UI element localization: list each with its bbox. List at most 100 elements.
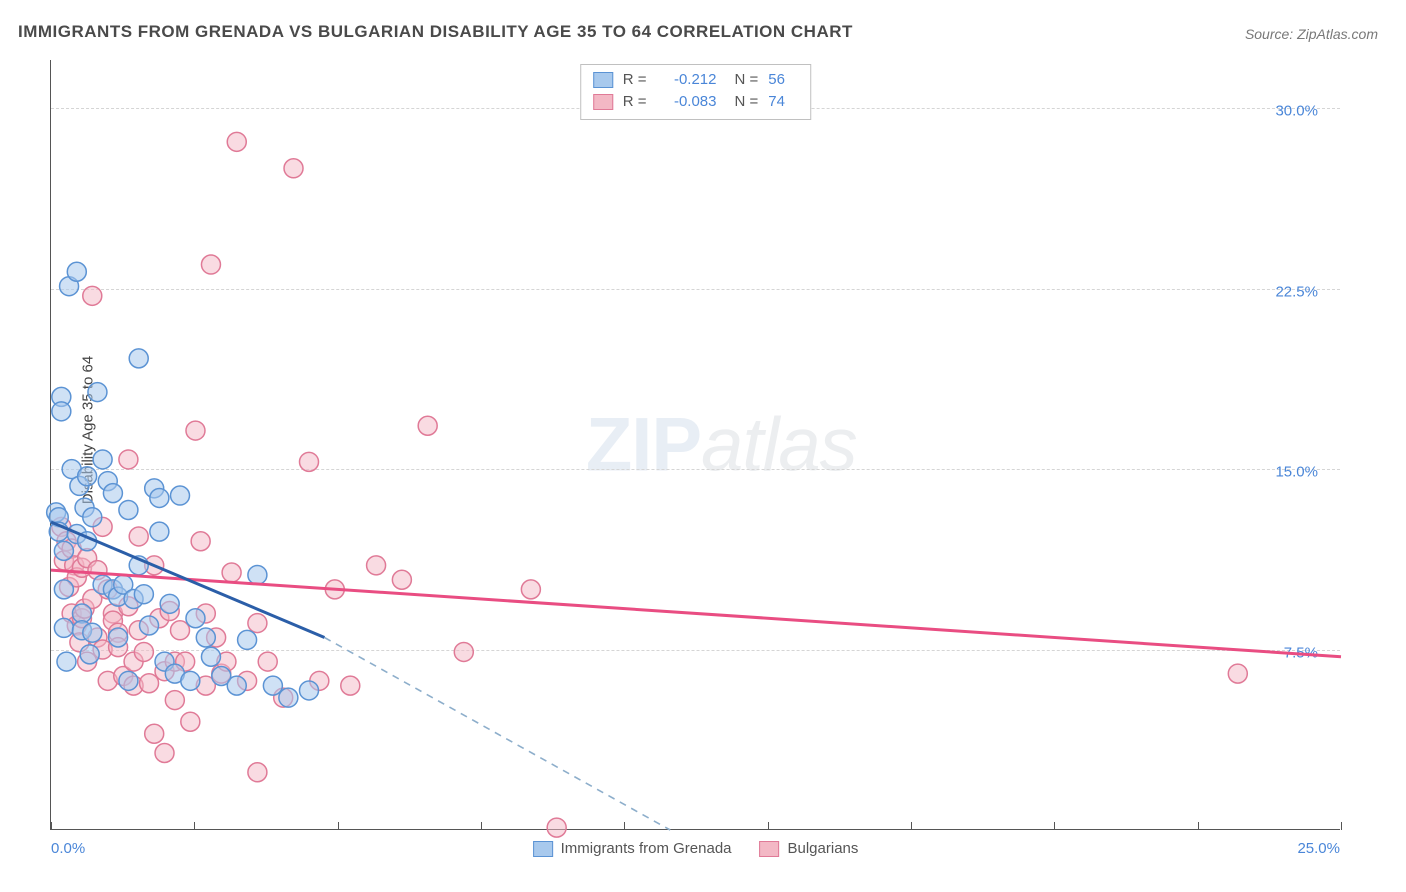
bulgarians-point bbox=[134, 642, 153, 661]
correlation-legend: R = -0.212 N = 56 R = -0.083 N = 74 bbox=[580, 64, 812, 120]
bulgarians-point bbox=[201, 255, 220, 274]
grenada-point bbox=[248, 565, 267, 584]
bulgarians-point bbox=[181, 712, 200, 731]
bulgarians-point bbox=[227, 132, 246, 151]
bottom-legend-label: Bulgarians bbox=[788, 840, 859, 857]
grenada-point bbox=[67, 262, 86, 281]
grenada-point bbox=[109, 628, 128, 647]
x-tick bbox=[51, 822, 52, 830]
legend-row-bulgarians: R = -0.083 N = 74 bbox=[593, 91, 799, 113]
grenada-point bbox=[238, 630, 257, 649]
legend-r-label: R = bbox=[623, 69, 647, 91]
bulgarians-point bbox=[83, 286, 102, 305]
x-tick bbox=[624, 822, 625, 830]
legend-n-value: 56 bbox=[768, 69, 798, 91]
series-legend: Immigrants from Grenada Bulgarians bbox=[533, 840, 859, 857]
grenada-point bbox=[150, 522, 169, 541]
grenada-point bbox=[227, 676, 246, 695]
legend-swatch-bulgarians bbox=[593, 94, 613, 110]
legend-r-value: -0.083 bbox=[657, 91, 717, 113]
x-tick bbox=[194, 822, 195, 830]
bulgarians-point bbox=[392, 570, 411, 589]
x-tick bbox=[911, 822, 912, 830]
bulgarians-point bbox=[155, 744, 174, 763]
bulgarians-point bbox=[284, 159, 303, 178]
grenada-point bbox=[54, 618, 73, 637]
grenada-point bbox=[78, 467, 97, 486]
bulgarians-point bbox=[129, 527, 148, 546]
legend-n-value: 74 bbox=[768, 91, 798, 113]
x-tick bbox=[1198, 822, 1199, 830]
x-tick bbox=[768, 822, 769, 830]
grenada-point bbox=[134, 585, 153, 604]
bulgarians-point bbox=[258, 652, 277, 671]
x-tick bbox=[338, 822, 339, 830]
bulgarians-point bbox=[454, 642, 473, 661]
grenada-point bbox=[83, 508, 102, 527]
legend-n-label: N = bbox=[735, 69, 759, 91]
bulgarians-point bbox=[165, 691, 184, 710]
bulgarians-point bbox=[521, 580, 540, 599]
source-value: ZipAtlas.com bbox=[1297, 26, 1378, 42]
grenada-point bbox=[263, 676, 282, 695]
x-tick bbox=[1054, 822, 1055, 830]
x-tick bbox=[481, 822, 482, 830]
grenada-point bbox=[171, 486, 190, 505]
legend-r-label: R = bbox=[623, 91, 647, 113]
bulgarians-point bbox=[222, 563, 241, 582]
grenada-point bbox=[181, 671, 200, 690]
bulgarians-point bbox=[418, 416, 437, 435]
legend-row-grenada: R = -0.212 N = 56 bbox=[593, 69, 799, 91]
grenada-point bbox=[54, 541, 73, 560]
grenada-point bbox=[93, 450, 112, 469]
source-label: Source: bbox=[1245, 26, 1293, 42]
grenada-point bbox=[279, 688, 298, 707]
source-attribution: Source: ZipAtlas.com bbox=[1245, 26, 1378, 42]
grenada-point bbox=[140, 616, 159, 635]
grenada-point bbox=[186, 609, 205, 628]
bulgarians-point bbox=[248, 763, 267, 782]
x-ticks bbox=[51, 822, 1340, 830]
grenada-point bbox=[201, 647, 220, 666]
bulgarians-point bbox=[145, 724, 164, 743]
bottom-legend-swatch-grenada bbox=[533, 841, 553, 857]
bulgarians-point bbox=[171, 621, 190, 640]
plot-area: ZIPatlas 7.5%15.0%22.5%30.0% R =-0.212N … bbox=[50, 60, 1340, 830]
bottom-legend-label: Immigrants from Grenada bbox=[561, 840, 732, 857]
grenada-point bbox=[83, 623, 102, 642]
legend-r-value: -0.212 bbox=[657, 69, 717, 91]
bottom-legend-item-bulgarians: Bulgarians bbox=[760, 840, 859, 857]
bottom-legend-swatch-bulgarians bbox=[760, 841, 780, 857]
bulgarians-point bbox=[119, 450, 138, 469]
grenada-point bbox=[119, 500, 138, 519]
grenada-point bbox=[150, 488, 169, 507]
bulgarians-point bbox=[186, 421, 205, 440]
grenada-point bbox=[103, 484, 122, 503]
bulgarians-point bbox=[300, 452, 319, 471]
x-tick bbox=[1341, 822, 1342, 830]
bulgarians-point bbox=[341, 676, 360, 695]
bottom-legend-item-grenada: Immigrants from Grenada bbox=[533, 840, 732, 857]
x-axis-max-label: 25.0% bbox=[1297, 840, 1340, 857]
x-axis-min-label: 0.0% bbox=[51, 840, 85, 857]
grenada-point bbox=[300, 681, 319, 700]
grenada-point bbox=[52, 402, 71, 421]
bulgarians-point bbox=[191, 532, 210, 551]
grenada-point bbox=[160, 594, 179, 613]
grenada-regression-extrapolation bbox=[324, 638, 670, 831]
bulgarians-point bbox=[140, 674, 159, 693]
legend-n-label: N = bbox=[735, 91, 759, 113]
legend-swatch-grenada bbox=[593, 72, 613, 88]
bulgarians-point bbox=[367, 556, 386, 575]
grenada-point bbox=[129, 349, 148, 368]
grenada-point bbox=[80, 645, 99, 664]
chart-svg bbox=[51, 60, 1340, 829]
grenada-point bbox=[119, 671, 138, 690]
chart-title: IMMIGRANTS FROM GRENADA VS BULGARIAN DIS… bbox=[18, 22, 853, 42]
bulgarians-point bbox=[1228, 664, 1247, 683]
grenada-point bbox=[196, 628, 215, 647]
grenada-point bbox=[54, 580, 73, 599]
grenada-point bbox=[88, 383, 107, 402]
bulgarians-point bbox=[248, 614, 267, 633]
grenada-point bbox=[57, 652, 76, 671]
